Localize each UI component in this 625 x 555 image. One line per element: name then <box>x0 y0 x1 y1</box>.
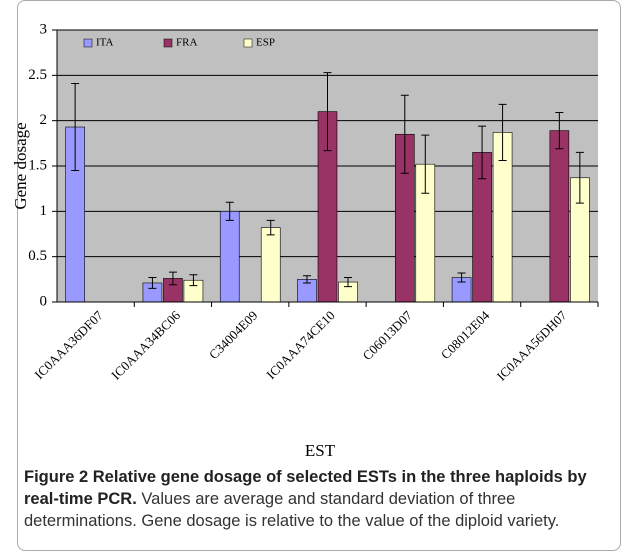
error-bar <box>421 134 430 194</box>
x-tick-label: C08012E04 <box>438 307 493 362</box>
error-bar <box>189 274 198 287</box>
y-tick-label: 2 <box>40 112 48 128</box>
error-bar <box>71 82 80 172</box>
y-tick-label: 2.5 <box>28 67 47 83</box>
caption-text: Values are average and standard deviatio… <box>24 490 560 530</box>
x-tick-label: IC0AAA36DF07 <box>31 307 106 382</box>
error-bar <box>225 201 234 221</box>
x-tick-label: IC0AAA74CE10 <box>263 308 337 382</box>
y-tick-label: 0.5 <box>28 248 47 264</box>
y-tick-label: 1 <box>40 203 48 219</box>
x-tick-label: IC0AAA56DH07 <box>494 307 570 383</box>
legend-swatch <box>163 38 173 48</box>
legend-label: ESP <box>256 37 275 49</box>
x-tick-label: IC0AAA34BC06 <box>108 307 183 382</box>
legend-label: FRA <box>176 37 197 49</box>
bar <box>260 227 281 303</box>
error-bar <box>148 277 157 289</box>
y-tick-label: 1.5 <box>28 157 47 173</box>
caption-title: Figure 2 Relative gene dosage of selecte… <box>24 468 587 508</box>
error-bar <box>457 272 466 283</box>
figure-frame <box>17 0 621 551</box>
error-bar <box>400 94 409 174</box>
error-bar <box>498 103 507 162</box>
caption: Figure 2 Relative gene dosage of selecte… <box>24 466 614 532</box>
y-axis-title: Gene dosage <box>11 122 30 209</box>
x-tick-label: C06013D07 <box>359 307 415 363</box>
error-bar <box>478 125 487 180</box>
x-axis-title: EST <box>305 441 336 460</box>
y-tick-label: 0 <box>40 293 48 309</box>
bar <box>549 130 570 303</box>
legend-swatch <box>83 38 93 48</box>
error-bar <box>555 112 564 150</box>
chart: Gene dosage EST 0 0.5 1 1.5 2 2.5 3 IC0AAA36DF0… <box>11 21 599 460</box>
y-tick-label: 3 <box>40 21 48 37</box>
x-tick-label: C34004E09 <box>206 308 261 363</box>
legend-swatch <box>243 38 253 48</box>
error-bar <box>323 72 332 152</box>
error-bar <box>266 219 275 236</box>
error-bar <box>344 277 352 288</box>
error-bar <box>303 275 311 284</box>
error-bar <box>168 271 177 286</box>
bar <box>219 211 240 303</box>
error-bar <box>575 151 584 204</box>
legend-label: ITA <box>96 37 114 49</box>
